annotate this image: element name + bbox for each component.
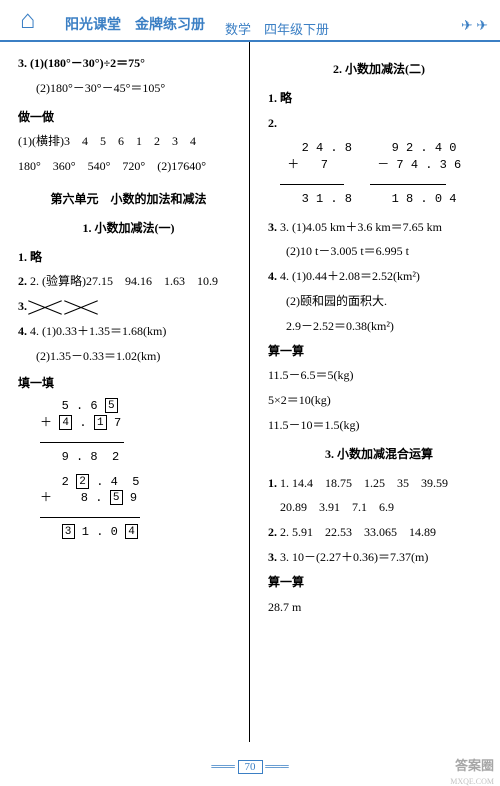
cross-icon: [27, 298, 63, 316]
text-line: 1. 1. 14.4 18.75 1.25 35 39.59: [268, 472, 490, 495]
text-line: 180° 360° 540° 720° (2)17640°: [18, 155, 239, 178]
vertical-calc: 2 4 . 8 ＋ 7 3 1 . 8: [280, 140, 352, 207]
text-line: 4. 4. (1)0.44＋2.08＝2.52(km²): [268, 265, 490, 288]
text-line: 3. (1)(180°－30°)÷2＝75°: [18, 52, 239, 75]
text-line: 1. 略: [18, 246, 239, 269]
text-line: 3. 3. (1)4.05 km＋3.6 km＝7.65 km: [268, 216, 490, 239]
section-title: 1. 小数加减法(一): [18, 217, 239, 240]
text-line: (1)(横排)3 4 5 6 1 2 3 4: [18, 130, 239, 153]
page-footer: ═══ 70 ═══: [0, 760, 500, 774]
header-title: 阳光课堂 金牌练习册: [65, 14, 205, 34]
header-subtitle: 数学 四年级下册: [225, 19, 329, 38]
section-title: 3. 小数加减混合运算: [268, 443, 490, 466]
text-line: 2. 2. 5.91 22.53 33.065 14.89: [268, 521, 490, 544]
text-line: 11.5－10＝1.5(kg): [268, 414, 490, 437]
calc-row: 2 4 . 8 ＋ 7 3 1 . 8 9 2 . 4 0 － 7 4 . 3 …: [268, 136, 490, 215]
section-title: 2. 小数加减法(二): [268, 58, 490, 81]
text-line: 20.89 3.91 7.1 6.9: [268, 496, 490, 519]
page-header: ⌂ 阳光课堂 金牌练习册 数学 四年级下册 ✈ ✈: [0, 0, 500, 42]
text-line: 11.5－6.5＝5(kg): [268, 364, 490, 387]
text-line: 2. 2. (验算略)27.15 94.16 1.63 10.9: [18, 270, 239, 293]
text-line: 28.7 m: [268, 596, 490, 619]
text-line: (2)10 t－3.005 t＝6.995 t: [268, 240, 490, 263]
watermark-sub: MXQE.COM: [450, 777, 494, 786]
left-column: 3. (1)(180°－30°)÷2＝75° (2)180°－30°－45°＝1…: [0, 42, 250, 742]
text-line: 2.: [268, 112, 490, 135]
section-label: 做一做: [18, 106, 239, 129]
page-number: 70: [238, 760, 263, 774]
bird-icon: ✈ ✈: [461, 18, 488, 35]
unit-title: 第六单元 小数的加法和减法: [18, 188, 239, 211]
vertical-calc: 5 . 6 5 ＋ 4 . 1 7 9 . 8 2: [40, 398, 239, 465]
text-line: (2)1.35－0.33＝1.02(km): [18, 345, 239, 368]
header-icon: ⌂: [20, 5, 36, 35]
text-line: 4. 4. (1)0.33＋1.35＝1.68(km): [18, 320, 239, 343]
text-line: 3. 3. 10－(2.27＋0.36)＝7.37(m): [268, 546, 490, 569]
text-line: (2)颐和园的面积大.: [268, 290, 490, 313]
text-line: 2.9－2.52＝0.38(km²): [268, 315, 490, 338]
content-area: 3. (1)(180°－30°)÷2＝75° (2)180°－30°－45°＝1…: [0, 42, 500, 742]
right-column: 2. 小数加减法(二) 1. 略 2. 2 4 . 8 ＋ 7 3 1 . 8 …: [250, 42, 500, 742]
vertical-calc: 9 2 . 4 0 － 7 4 . 3 6 1 8 . 0 4: [370, 140, 461, 207]
watermark: 答案圈: [455, 755, 494, 774]
text-line: 5×2＝10(kg): [268, 389, 490, 412]
section-label: 填一填: [18, 372, 239, 395]
text-line: (2)180°－30°－45°＝105°: [18, 77, 239, 100]
cross-icon: [63, 298, 99, 316]
text-line: 1. 略: [268, 87, 490, 110]
text-line: 3.: [18, 295, 239, 318]
section-label: 算一算: [268, 571, 490, 594]
section-label: 算一算: [268, 340, 490, 363]
vertical-calc: 2 2 . 4 5 ＋ 8 . 5 9 3 1 . 0 4: [40, 474, 239, 541]
